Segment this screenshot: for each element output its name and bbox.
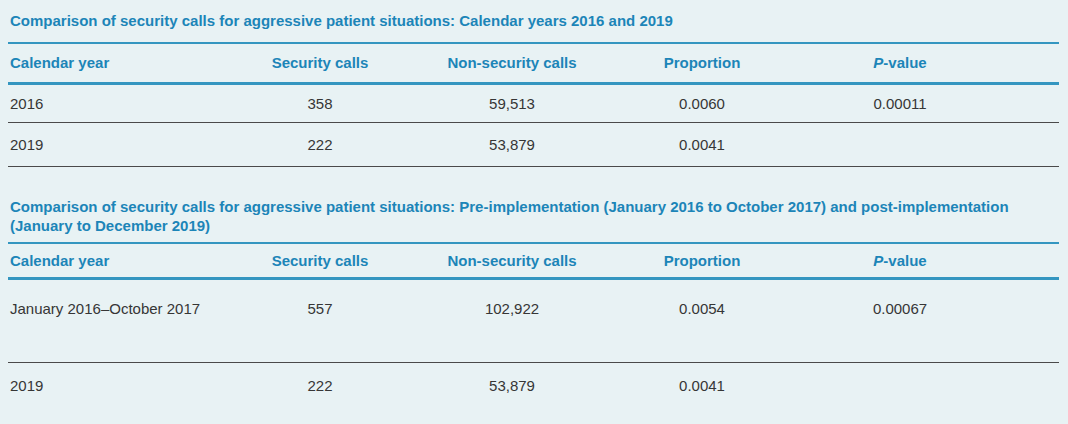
col-header-calendar-year: Calendar year [8,43,224,83]
col-header-calendar-year: Calendar year [8,243,224,279]
p-value-suffix: -value [883,54,926,71]
table-1-header-row: Calendar year Security calls Non-securit… [8,43,1059,83]
table-2-title: Comparison of security calls for aggress… [10,167,1058,242]
col-header-non-security-calls: Non-security calls [416,43,608,83]
table-row: 2019 222 53,879 0.0041 [8,122,1059,166]
cell-year: 2016 [8,83,224,122]
col-header-security-calls: Security calls [224,243,416,279]
cell-proportion: 0.0054 [608,279,796,363]
cell-year: 2019 [8,122,224,166]
cell-non-security-calls: 102,922 [416,279,608,363]
cell-p-value: 0.00011 [796,83,1059,122]
cell-proportion: 0.0041 [608,122,796,166]
cell-security-calls: 222 [224,122,416,166]
table-2-section: Comparison of security calls for aggress… [0,167,1068,413]
p-value-italic-p: P [873,54,883,71]
cell-security-calls: 358 [224,83,416,122]
table-1-title: Comparison of security calls for aggress… [10,0,1058,42]
journal-tables-panel: Comparison of security calls for aggress… [0,0,1068,413]
table-1-section: Comparison of security calls for aggress… [0,0,1068,167]
col-header-proportion: Proportion [608,243,796,279]
col-header-non-security-calls: Non-security calls [416,243,608,279]
cell-non-security-calls: 59,513 [416,83,608,122]
p-value-suffix: -value [883,252,926,269]
table-row: 2016 358 59,513 0.0060 0.00011 [8,83,1059,122]
cell-year: 2019 [8,363,224,413]
table-2: Calendar year Security calls Non-securit… [8,242,1059,413]
cell-period: January 2016–October 2017 [8,279,224,363]
table-1: Calendar year Security calls Non-securit… [8,42,1059,167]
cell-non-security-calls: 53,879 [416,363,608,413]
table-row: 2019 222 53,879 0.0041 [8,363,1059,413]
cell-proportion: 0.0060 [608,83,796,122]
cell-security-calls: 557 [224,279,416,363]
col-header-p-value: P-value [796,43,1059,83]
cell-security-calls: 222 [224,363,416,413]
table-row: January 2016–October 2017 557 102,922 0.… [8,279,1059,363]
table-2-header-row: Calendar year Security calls Non-securit… [8,243,1059,279]
cell-p-value: 0.00067 [796,279,1059,363]
col-header-security-calls: Security calls [224,43,416,83]
cell-proportion: 0.0041 [608,363,796,413]
cell-p-value [796,122,1059,166]
col-header-proportion: Proportion [608,43,796,83]
cell-p-value [796,363,1059,413]
cell-non-security-calls: 53,879 [416,122,608,166]
p-value-italic-p: P [873,252,883,269]
col-header-p-value: P-value [796,243,1059,279]
